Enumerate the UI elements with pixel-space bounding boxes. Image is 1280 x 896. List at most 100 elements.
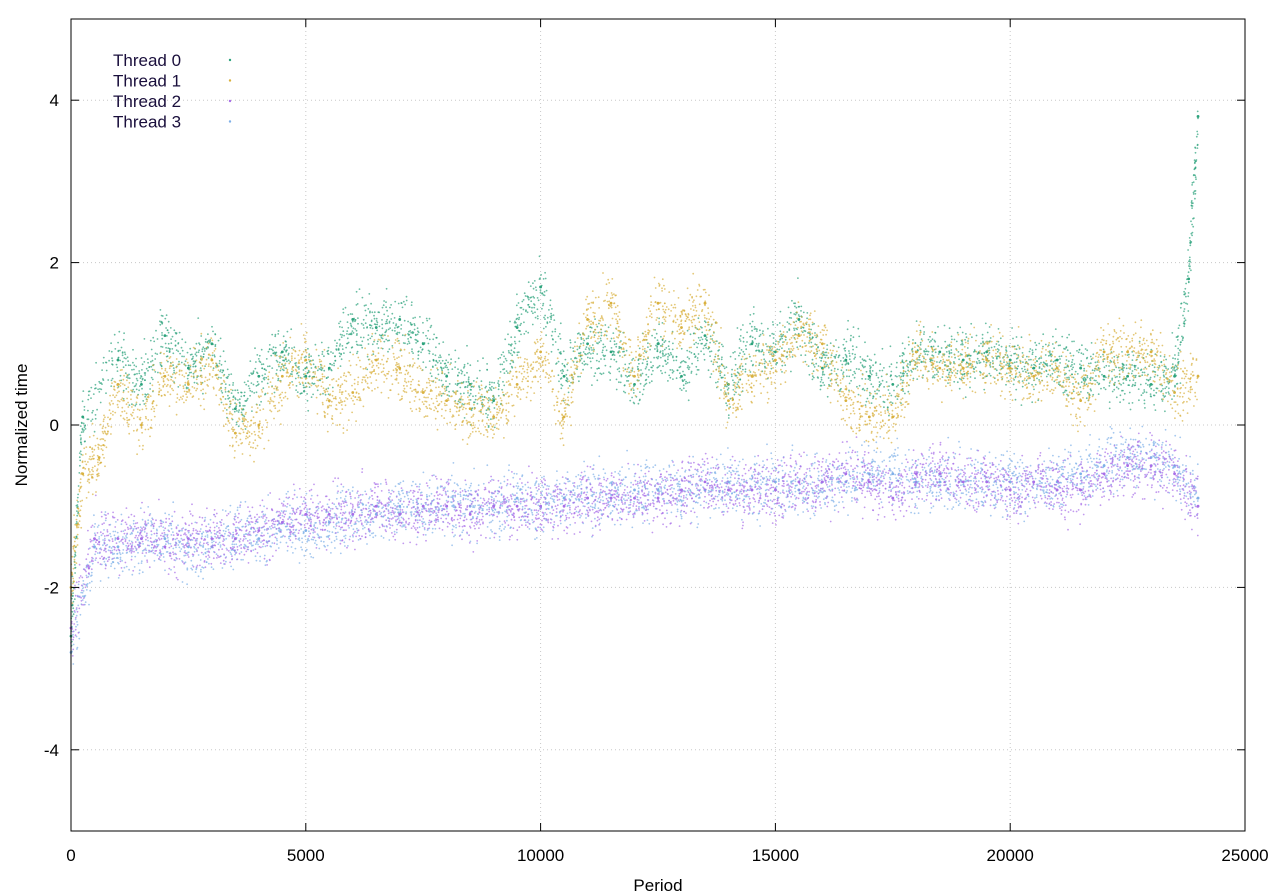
scatter-point	[871, 458, 874, 461]
scatter-point	[443, 535, 446, 537]
scatter-point	[594, 478, 597, 480]
scatter-point	[168, 567, 171, 570]
scatter-point	[1111, 470, 1114, 472]
scatter-point	[474, 522, 476, 524]
scatter-point	[339, 497, 342, 499]
scatter-point	[1171, 483, 1174, 485]
scatter-point	[454, 510, 457, 512]
scatter-point	[377, 485, 379, 488]
scatter-point	[572, 516, 575, 519]
scatter-point	[855, 489, 858, 491]
scatter-point	[513, 515, 516, 518]
scatter-point	[175, 527, 178, 530]
scatter-point	[222, 523, 225, 525]
scatter-point	[982, 473, 984, 476]
scatter-point	[78, 595, 81, 598]
scatter-point	[353, 511, 356, 514]
scatter-point	[414, 515, 417, 518]
scatter-point	[952, 506, 955, 508]
scatter-point	[420, 515, 423, 518]
scatter-point	[148, 549, 150, 552]
scatter-point	[118, 574, 121, 577]
scatter-point	[190, 559, 193, 562]
scatter-point	[314, 531, 316, 533]
scatter-point	[234, 553, 236, 556]
scatter-point	[1035, 483, 1038, 486]
scatter-point	[1194, 503, 1196, 506]
scatter-point	[1122, 443, 1124, 446]
scatter-point	[142, 526, 145, 528]
scatter-point	[122, 549, 125, 551]
scatter-point	[117, 562, 120, 565]
scatter-point	[136, 537, 139, 539]
scatter-point	[273, 533, 276, 536]
scatter-point	[381, 507, 383, 510]
scatter-point	[110, 535, 112, 538]
scatter-point	[393, 533, 396, 536]
scatter-point	[452, 500, 455, 503]
scatter-point	[398, 492, 400, 495]
scatter-point	[196, 550, 198, 553]
scatter-point	[248, 534, 251, 536]
scatter-point	[325, 524, 328, 527]
scatter-point	[743, 495, 746, 497]
scatter-point	[558, 498, 561, 501]
data-point	[1196, 496, 1200, 500]
scatter-point	[161, 532, 164, 535]
scatter-point	[593, 475, 596, 478]
scatter-point	[1013, 490, 1015, 493]
scatter-point	[793, 469, 795, 472]
scatter-point	[237, 534, 240, 537]
scatter-point	[466, 508, 469, 511]
scatter-point	[386, 502, 389, 504]
scatter-point	[785, 490, 788, 493]
scatter-point	[336, 492, 339, 494]
scatter-point	[392, 507, 394, 509]
scatter-point	[128, 539, 131, 542]
scatter-point	[585, 493, 588, 496]
scatter-point	[459, 500, 462, 502]
scatter-point	[567, 502, 570, 504]
scatter-point	[736, 480, 739, 482]
scatter-point	[221, 548, 224, 550]
scatter-point	[294, 535, 297, 537]
scatter-point	[738, 497, 741, 500]
scatter-point	[351, 490, 354, 492]
scatter-point	[494, 508, 497, 511]
scatter-point	[547, 501, 550, 503]
scatter-point	[499, 482, 502, 485]
scatter-point	[385, 525, 388, 527]
scatter-point	[271, 522, 274, 525]
scatter-point	[246, 517, 249, 520]
scatter-point	[447, 478, 450, 481]
scatter-point	[410, 527, 413, 529]
scatter-point	[298, 487, 301, 490]
scatter-point	[718, 493, 720, 496]
scatter-point	[856, 471, 859, 474]
scatter-point	[879, 470, 882, 472]
scatter-point	[833, 466, 836, 469]
scatter-point	[318, 537, 321, 539]
scatter-point	[445, 517, 448, 520]
scatter-point	[203, 538, 206, 540]
scatter-point	[476, 540, 479, 542]
scatter-point	[651, 490, 654, 493]
scatter-point	[503, 498, 505, 501]
scatter-point	[416, 503, 419, 506]
scatter-point	[258, 527, 260, 530]
scatter-point	[549, 497, 552, 500]
scatter-point	[209, 526, 212, 529]
scatter-point	[308, 535, 310, 538]
scatter-point	[87, 564, 90, 567]
scatter-point	[221, 534, 224, 537]
scatter-point	[558, 511, 561, 514]
scatter-point	[141, 550, 144, 552]
scatter-point	[350, 516, 353, 519]
scatter-point	[905, 475, 908, 478]
scatter-point	[460, 507, 462, 509]
scatter-point	[893, 467, 896, 469]
scatter-point	[263, 557, 266, 560]
scatter-point	[322, 524, 325, 527]
scatter-point	[382, 537, 385, 539]
scatter-point	[286, 528, 288, 531]
